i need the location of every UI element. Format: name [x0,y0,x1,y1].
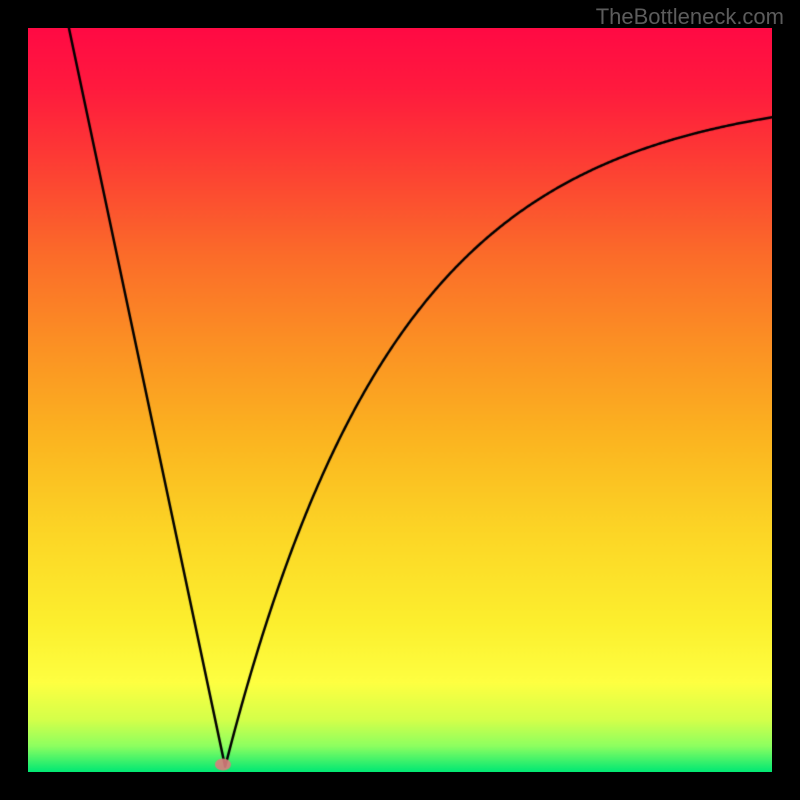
watermark-text: TheBottleneck.com [596,4,784,30]
chart-stage: TheBottleneck.com [0,0,800,800]
curve-layer [28,28,772,772]
plot-area [28,28,772,772]
